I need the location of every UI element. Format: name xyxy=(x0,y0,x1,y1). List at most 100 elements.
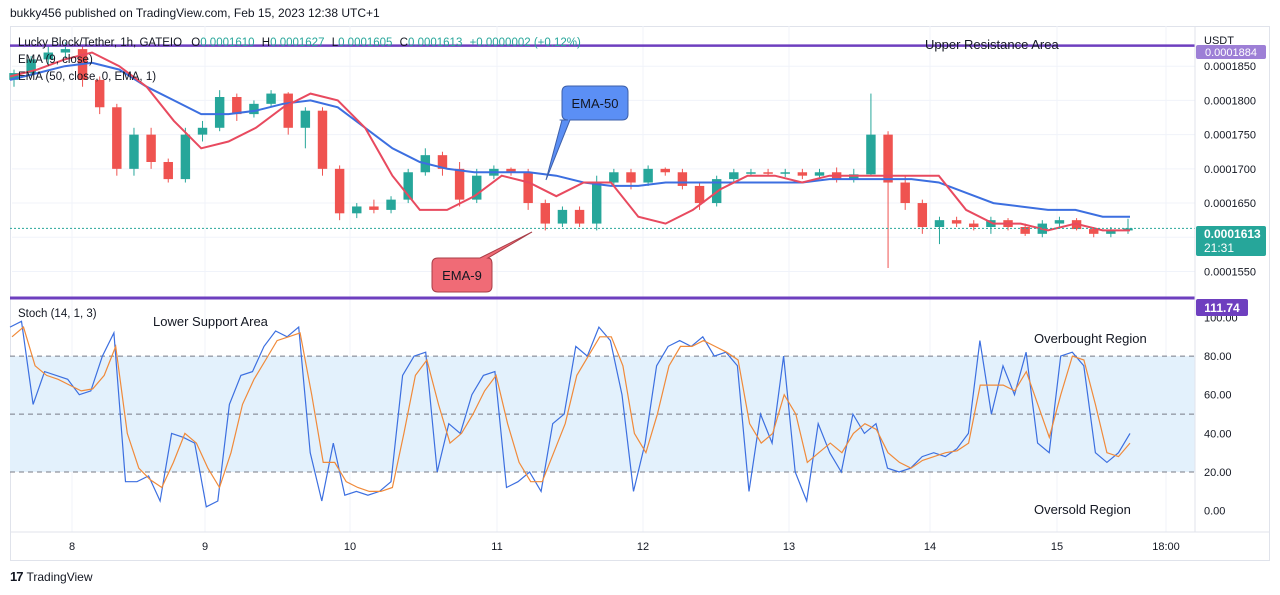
candle-body xyxy=(951,220,962,224)
candle-body xyxy=(763,172,773,174)
lower-support-label: Lower Support Area xyxy=(153,314,269,329)
time-tick-label: 10 xyxy=(344,541,356,553)
stoch-value-badge xyxy=(1196,299,1248,316)
stoch-band xyxy=(10,356,1195,473)
candle-body xyxy=(369,206,379,210)
tradingview-logo[interactable]: 17 TradingView xyxy=(10,569,93,584)
ohlc-high-key: H xyxy=(262,37,270,49)
candle-body xyxy=(472,175,482,200)
candle-body xyxy=(660,168,670,173)
chart-frame xyxy=(10,26,1270,561)
time-tick-label: 8 xyxy=(69,541,75,553)
stoch-value-label: 111.74 xyxy=(1204,301,1240,315)
change-value: +0.0000002 (+0.12%) xyxy=(470,37,581,49)
candle-body xyxy=(694,185,705,204)
candle-body xyxy=(437,155,448,169)
countdown-label: 21:31 xyxy=(1204,241,1234,255)
candle-body xyxy=(506,168,516,173)
candle-body xyxy=(969,223,979,227)
resistance-badge xyxy=(1196,45,1266,59)
ohlc-open-key: O xyxy=(191,37,200,49)
candle-body xyxy=(266,93,276,104)
ema50-line xyxy=(9,61,1130,218)
candles xyxy=(9,42,1133,269)
price-tick-label: 0.0001850 xyxy=(1204,61,1256,73)
candle-body xyxy=(814,172,825,176)
candle-body xyxy=(43,52,53,60)
ema9-line xyxy=(9,51,1130,232)
time-tick-label: 9 xyxy=(202,541,208,553)
candle-body xyxy=(986,220,996,227)
time-tick-label: 15 xyxy=(1051,541,1063,553)
time-tick-label: 14 xyxy=(924,541,936,553)
candle-body xyxy=(26,59,36,74)
stoch-d-line xyxy=(11,326,1131,492)
candle-body xyxy=(917,203,928,227)
symbol-label: Lucky Block/Tether, 1h, GATEIO xyxy=(18,37,182,49)
candle-body xyxy=(626,172,636,183)
candle-body xyxy=(334,168,345,214)
stoch-k-line xyxy=(9,320,1131,508)
stoch-tick-label: 60.00 xyxy=(1204,390,1232,402)
candle-body xyxy=(797,172,808,176)
ohlc-high-value: 0.0001627 xyxy=(270,37,324,49)
ema50-legend[interactable]: EMA (50, close, 0, EMA, 1) xyxy=(18,71,156,83)
candle-body xyxy=(780,172,790,174)
candle-body xyxy=(523,172,533,204)
candle-body xyxy=(1089,229,1099,234)
overbought-label: Overbought Region xyxy=(1034,331,1147,346)
candle-body xyxy=(574,209,585,224)
candle-body xyxy=(163,162,173,180)
price-tick-label: 0.0001650 xyxy=(1204,198,1256,210)
candle-body xyxy=(197,127,208,135)
candle-body xyxy=(129,134,139,169)
price-tick-label: 0.0001800 xyxy=(1204,95,1256,107)
candle-body xyxy=(557,209,568,224)
price-tick-label: 0.0001700 xyxy=(1204,164,1256,176)
tradingview-mark-icon: 17 xyxy=(10,569,24,584)
candle-body xyxy=(214,97,225,128)
candle-body xyxy=(540,203,551,224)
candle-body xyxy=(1054,220,1065,224)
candle-body xyxy=(643,168,653,183)
stoch-tick-label: 40.00 xyxy=(1204,428,1232,440)
stoch-legend[interactable]: Stoch (14, 1, 3) xyxy=(18,308,97,320)
candle-body xyxy=(729,172,739,180)
candle-body xyxy=(112,107,122,169)
last-price-label: 0.0001613 xyxy=(1204,227,1261,241)
ohlc-open-value: 0.0001610 xyxy=(200,37,254,49)
ema9-callout-label: EMA-9 xyxy=(442,268,482,283)
upper-resistance-label: Upper Resistance Area xyxy=(925,37,1059,52)
candle-body xyxy=(454,168,465,200)
stoch-tick-label: 80.00 xyxy=(1204,351,1232,363)
candle-body xyxy=(283,93,293,128)
time-axis: 8 9 10 11 12 13 14 15 18:00 xyxy=(69,541,1180,553)
candle-body xyxy=(934,220,945,227)
ohlc-close-value: 0.0001613 xyxy=(408,37,462,49)
oversold-label: Oversold Region xyxy=(1034,502,1131,517)
legend-line[interactable]: Lucky Block/Tether, 1h, GATEIO O0.000161… xyxy=(18,37,581,49)
time-tick-label: 12 xyxy=(637,541,649,553)
candle-body xyxy=(249,103,259,115)
last-price-badge xyxy=(1196,226,1266,256)
ema9-legend[interactable]: EMA (9, close) xyxy=(18,54,93,66)
stoch-tick-label: 0.00 xyxy=(1204,506,1225,518)
time-tick-label: 18:00 xyxy=(1152,541,1180,553)
candle-body xyxy=(609,172,619,183)
candle-body xyxy=(746,172,756,174)
candle-body xyxy=(180,134,191,180)
candle-body xyxy=(900,182,910,204)
candle-body xyxy=(677,172,688,186)
candle-body xyxy=(300,110,311,128)
candle-body xyxy=(1020,227,1030,234)
candle-body xyxy=(94,79,105,108)
price-tick-label: 0.0001550 xyxy=(1204,266,1256,278)
candle-body xyxy=(866,134,876,175)
ohlc-low-key: L xyxy=(332,37,339,49)
candle-body xyxy=(1106,230,1116,234)
ema50-callout-label: EMA-50 xyxy=(572,96,619,111)
candle-body xyxy=(386,199,396,210)
candle-body xyxy=(232,97,242,115)
tradingview-brand: TradingView xyxy=(26,569,93,584)
